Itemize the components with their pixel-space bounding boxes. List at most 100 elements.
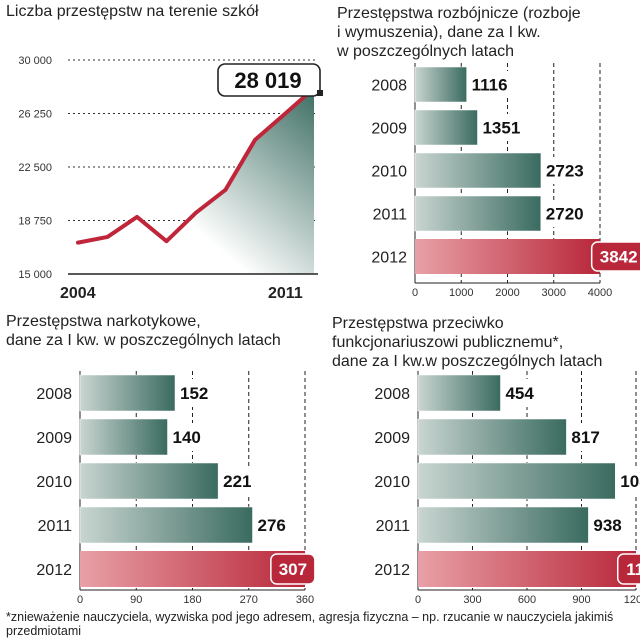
value-label-bg [590, 511, 627, 539]
x-tick-label: 600 [518, 594, 536, 606]
x-tick-label: 90 [130, 594, 142, 606]
callout-box [217, 63, 321, 97]
x-tick-label: 2004 [60, 285, 96, 302]
x-tick-label: 270 [240, 594, 258, 606]
callout-pointer [317, 90, 323, 96]
line-chart-title: Liczba przestępstw na terenie szkół [6, 3, 259, 20]
bar [414, 195, 542, 232]
value-label: 140 [173, 428, 201, 447]
data-point [105, 235, 110, 239]
bar [417, 418, 567, 456]
value-label: 938 [593, 516, 621, 535]
x-tick-label: 0 [412, 287, 418, 299]
y-tick-label: 15 000 [18, 269, 52, 281]
x-tick-label: 180 [183, 594, 201, 606]
data-point [164, 239, 169, 243]
x-tick-label: 4000 [588, 287, 612, 299]
robbery-bar-chart: 0 1000 2000 3000 4000 2008 1116 2009 1351 2010 272… [371, 63, 640, 299]
x-tick-label: 2011 [268, 285, 303, 302]
value-label-bg [617, 467, 640, 495]
bar [417, 462, 616, 500]
robbery-chart-title: Przestępstwa rozbójnicze (rozboje i wymu… [337, 5, 581, 60]
data-point [282, 112, 287, 117]
x-tick-label: 3000 [542, 287, 566, 299]
line-chart: 15 000 18 750 22 500 26 250 30 000 2004 2011 28… [18, 55, 323, 302]
value-label: 3842 [600, 248, 638, 267]
bar-highlight [418, 551, 636, 587]
category-label: 2009 [36, 430, 72, 447]
data-point [194, 210, 198, 215]
category-label: 2009 [371, 121, 407, 138]
value-label: 454 [505, 384, 534, 403]
category-label: 2008 [374, 386, 410, 403]
value-label-bg [254, 511, 291, 539]
bar [79, 418, 168, 456]
value-label-bg [220, 467, 257, 495]
footnote: *znieważenie nauczyciela, wyzwiska pod j… [6, 610, 614, 638]
value-label-bg [468, 71, 515, 98]
value-label: 2723 [546, 162, 584, 181]
value-label: 1086 [620, 472, 640, 491]
bar [417, 506, 589, 544]
value-label-box [616, 553, 640, 585]
value-label: 307 [279, 560, 307, 579]
bar [414, 109, 478, 146]
y-tick-label: 22 500 [18, 162, 52, 174]
value-label-bg [479, 114, 526, 141]
value-label-bg [502, 379, 539, 407]
y-tick-label: 18 750 [18, 216, 52, 228]
drug-chart-title: Przestępstwa narkotykowe, dane za I kw. … [6, 313, 281, 349]
value-label: 152 [180, 384, 208, 403]
area-fill [78, 88, 314, 274]
bar [79, 374, 176, 412]
value-label-bg [568, 423, 605, 451]
value-label: 1351 [482, 119, 520, 138]
category-label: 2011 [38, 518, 73, 535]
data-point [223, 188, 228, 192]
x-tick-label: 2000 [495, 287, 519, 299]
data-point [135, 215, 139, 219]
value-label: 221 [223, 472, 251, 491]
value-label: 2720 [546, 205, 584, 224]
value-label-bg [542, 200, 589, 227]
value-label: 276 [258, 516, 286, 535]
data-point [76, 240, 80, 245]
value-label-bg [542, 157, 589, 184]
category-label: 2012 [36, 562, 72, 579]
value-label: 817 [571, 428, 599, 447]
value-label: 1116 [472, 76, 508, 95]
officer-bar-chart: 0 300 600 900 1200 2008 454 2009 817 2010 1086 2011… [374, 371, 640, 606]
bar [414, 152, 542, 189]
x-tick-label: 300 [463, 594, 481, 606]
category-label: 2010 [36, 474, 72, 491]
value-label-box [270, 553, 316, 585]
category-label: 2008 [371, 78, 407, 95]
data-point [253, 138, 257, 142]
category-label: 2010 [374, 474, 410, 491]
category-label: 2010 [371, 164, 407, 181]
x-tick-label: 900 [572, 594, 590, 606]
bar [417, 374, 501, 412]
category-label: 2012 [374, 562, 410, 579]
bar [79, 506, 253, 544]
x-tick-label: 0 [77, 594, 83, 606]
value-label-bg [177, 379, 213, 407]
y-tick-label: 26 250 [18, 109, 52, 121]
y-tick-label: 30 000 [18, 55, 52, 67]
x-tick-label: 1200 [624, 594, 640, 606]
x-tick-label: 360 [296, 594, 314, 606]
bar [79, 462, 219, 500]
value-label-box [590, 241, 640, 272]
bar-highlight [415, 239, 600, 274]
x-tick-label: 0 [415, 594, 421, 606]
category-label: 2011 [373, 207, 408, 224]
category-label: 2008 [36, 386, 72, 403]
category-label: 2012 [371, 250, 407, 267]
value-label: 1105 [626, 560, 640, 579]
category-label: 2011 [376, 518, 411, 535]
officer-chart-title: Przestępstwa przeciwko funkcjonariuszowi… [332, 315, 603, 370]
value-label-bg [169, 423, 206, 451]
drug-bar-chart: 0 90 180 270 360 2008 152 2009 140 2010 221 2011 276… [36, 371, 316, 606]
bar-highlight [80, 551, 305, 587]
